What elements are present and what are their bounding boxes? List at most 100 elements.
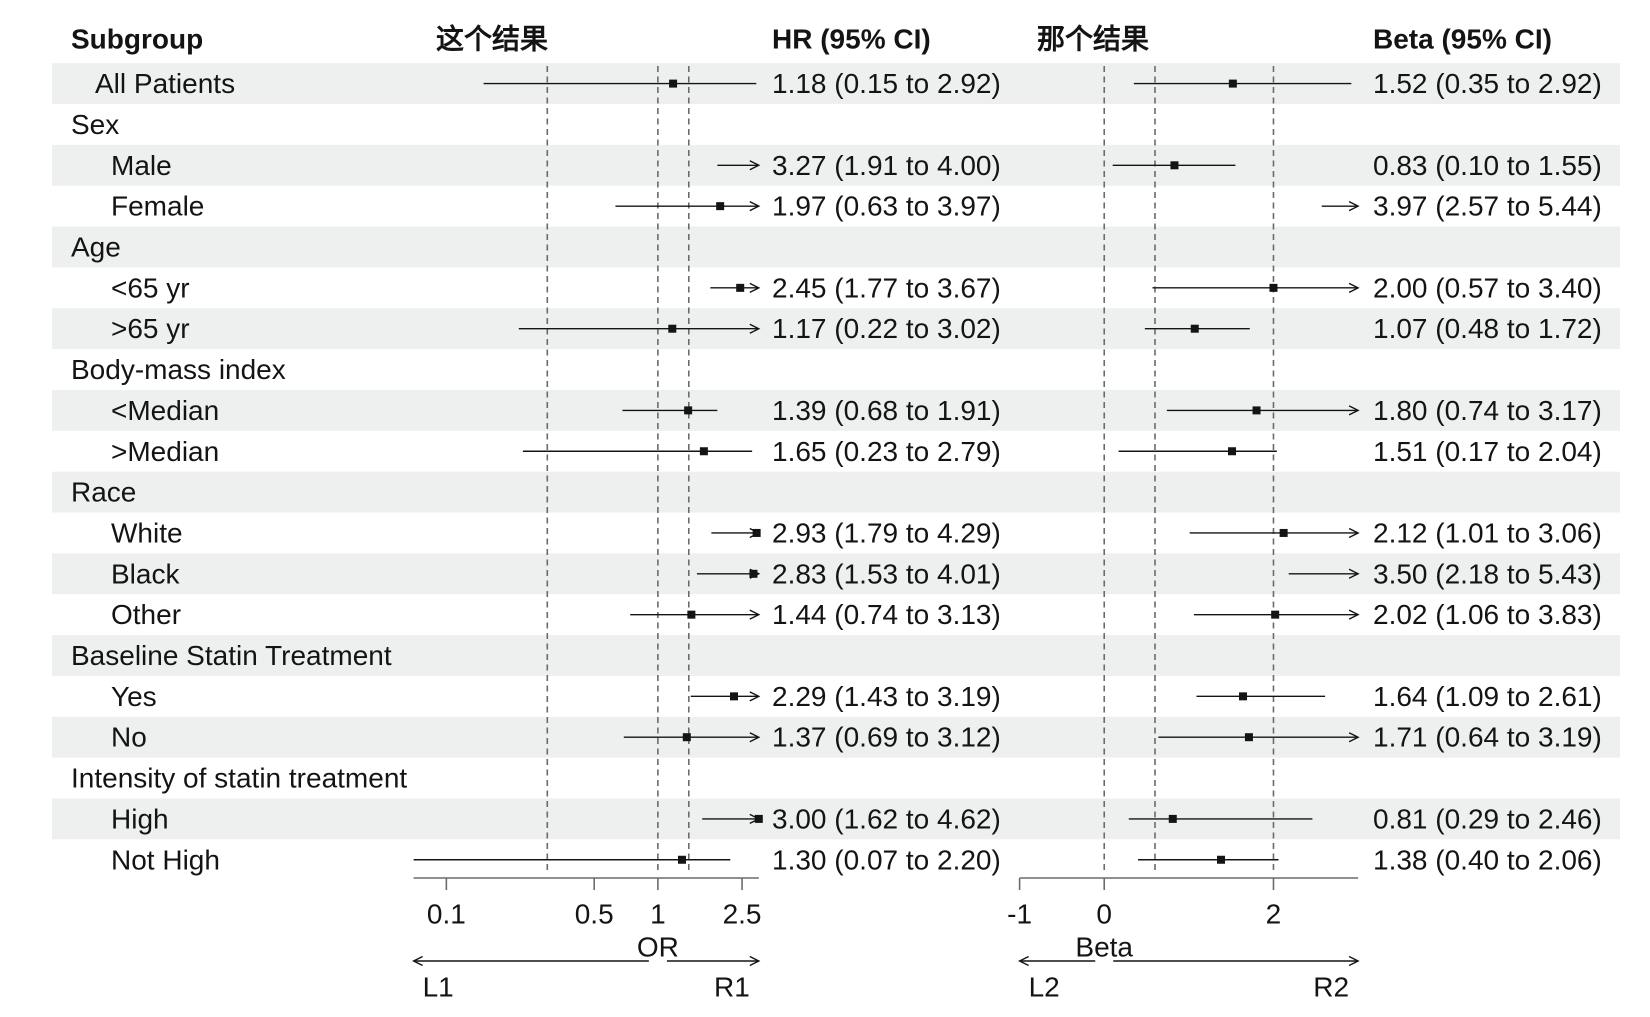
point-estimate — [1244, 733, 1253, 742]
header-hr: HR (95% CI) — [772, 24, 931, 55]
beta-ci-text: 0.81 (0.29 to 2.46) — [1373, 803, 1602, 834]
hr-ci-text: 1.37 (0.69 to 3.12) — [772, 722, 1001, 753]
point-estimate — [669, 79, 678, 88]
hr-ci-column: 1.18 (0.15 to 2.92) 3.27 (1.91 to 4.00) 1.… — [772, 68, 1001, 875]
ci-arrow-right — [749, 323, 761, 334]
arrow-label-right: R2 — [1313, 972, 1349, 1003]
column-headers: Subgroup 这个结果 HR (95% CI) 那个结果 Beta (95%… — [71, 23, 1552, 55]
x-axis-title: OR — [637, 932, 679, 963]
beta-ci-text: 3.97 (2.57 to 5.44) — [1373, 191, 1602, 222]
x-tick-label: 0.5 — [575, 899, 614, 930]
beta-ci-text: 2.12 (1.01 to 3.06) — [1373, 517, 1602, 548]
hr-ci-text: 1.97 (0.63 to 3.97) — [772, 191, 1001, 222]
point-estimate — [1271, 610, 1280, 619]
header-beta-plot: 那个结果 — [1037, 24, 1149, 55]
beta-ci-text: 3.50 (2.18 to 5.43) — [1373, 558, 1602, 589]
x-axis-title: Beta — [1075, 932, 1133, 963]
point-estimate — [682, 733, 691, 742]
beta-forest-plot: -1 0 2 Beta L2 R2 — [1007, 66, 1360, 1003]
subgroup-label: >Median — [111, 436, 219, 467]
subgroup-label: Male — [111, 150, 172, 181]
ci-arrow-right — [1348, 201, 1360, 212]
x-tick-label: 2.5 — [723, 899, 762, 930]
point-estimate — [736, 283, 745, 292]
direction-arrow-right-head — [1348, 955, 1360, 967]
point-estimate — [1269, 283, 1278, 292]
hr-ci-text: 1.39 (0.68 to 1.91) — [772, 395, 1001, 426]
ci-arrow-right — [1348, 568, 1360, 579]
beta-ci-text: 1.07 (0.48 to 1.72) — [1373, 313, 1602, 344]
subgroup-label: All Patients — [95, 68, 235, 99]
subgroup-label: <65 yr — [111, 272, 190, 303]
ci-arrow-right — [749, 160, 761, 171]
beta-ci-text: 1.51 (0.17 to 2.04) — [1373, 436, 1602, 467]
row-stripe — [52, 144, 1620, 186]
row-stripe — [52, 798, 1620, 840]
hr-ci-text: 3.27 (1.91 to 4.00) — [772, 150, 1001, 181]
x-tick-label: 2 — [1266, 899, 1282, 930]
direction-arrow-left-head — [412, 955, 423, 967]
beta-ci-text: 2.02 (1.06 to 3.83) — [1373, 599, 1602, 630]
point-estimate — [1217, 855, 1226, 864]
ci-arrow-right — [749, 691, 761, 702]
subgroup-label: <Median — [111, 395, 219, 426]
point-estimate — [716, 202, 725, 211]
subgroup-label: Black — [111, 558, 180, 589]
point-estimate — [1168, 814, 1177, 823]
point-estimate — [1239, 692, 1248, 701]
point-estimate — [699, 447, 708, 456]
hr-ci-text: 3.00 (1.62 to 4.62) — [772, 803, 1001, 834]
subgroup-label: >65 yr — [111, 313, 190, 344]
ci-arrow-right — [749, 201, 761, 212]
point-estimate — [1228, 79, 1237, 88]
hr-ci-text: 1.30 (0.07 to 2.20) — [772, 844, 1001, 875]
subgroup-label: Not High — [111, 844, 220, 875]
beta-ci-column: 1.52 (0.35 to 2.92) 0.83 (0.10 to 1.55) 3.… — [1373, 68, 1602, 875]
row-stripe — [52, 226, 1620, 268]
subgroup-heading: Race — [71, 477, 136, 508]
arrow-label-left: L2 — [1029, 972, 1060, 1003]
hr-ci-text: 1.18 (0.15 to 2.92) — [772, 68, 1001, 99]
direction-arrow-left-head — [1018, 955, 1029, 967]
subgroup-label: Yes — [111, 681, 157, 712]
point-estimate — [754, 814, 763, 823]
beta-ci-text: 1.64 (1.09 to 2.61) — [1373, 681, 1602, 712]
hr-ci-text: 2.93 (1.79 to 4.29) — [772, 517, 1001, 548]
ci-arrow-right — [749, 609, 761, 620]
ci-arrow-right — [1348, 609, 1360, 620]
subgroup-label: No — [111, 722, 147, 753]
ci-arrow-right — [1348, 732, 1360, 743]
direction-arrow-right-head — [749, 955, 761, 967]
point-estimate — [1190, 324, 1199, 333]
hr-ci-text: 2.29 (1.43 to 3.19) — [772, 681, 1001, 712]
beta-ci-text: 1.52 (0.35 to 2.92) — [1373, 68, 1602, 99]
subgroup-label: Female — [111, 191, 204, 222]
point-estimate — [1279, 528, 1288, 537]
header-subgroup: Subgroup — [71, 24, 203, 55]
ci-arrow-right — [749, 282, 761, 293]
beta-ci-text: 1.80 (0.74 to 3.17) — [1373, 395, 1602, 426]
point-estimate — [684, 406, 693, 415]
beta-ci-text: 1.71 (0.64 to 3.19) — [1373, 722, 1602, 753]
x-tick-label: 0 — [1096, 899, 1112, 930]
header-hr-plot: 这个结果 — [436, 23, 548, 55]
hr-ci-text: 1.17 (0.22 to 3.02) — [772, 313, 1001, 344]
ci-arrow-right — [749, 732, 761, 743]
hr-ci-text: 1.44 (0.74 to 3.13) — [772, 599, 1001, 630]
point-estimate — [749, 569, 758, 578]
point-estimate — [668, 324, 677, 333]
ci-arrow-right — [1348, 282, 1360, 293]
subgroup-heading: Age — [71, 232, 121, 263]
ci-arrow-right — [1348, 405, 1360, 416]
point-estimate — [1170, 161, 1179, 170]
header-beta: Beta (95% CI) — [1373, 24, 1552, 55]
row-stripe — [52, 635, 1620, 676]
hr-forest-plot: 0.1 0.5 1 2.5 OR L1 R1 — [412, 66, 763, 1003]
subgroup-label: White — [111, 517, 183, 548]
point-estimate — [1252, 406, 1261, 415]
subgroup-column: All Patients Sex Male Female Age <65 yr >65 yr… — [71, 68, 407, 875]
beta-ci-text: 2.00 (0.57 to 3.40) — [1373, 272, 1602, 303]
x-tick-label: -1 — [1007, 899, 1032, 930]
subgroup-label: Other — [111, 599, 181, 630]
row-stripe — [52, 63, 1620, 105]
